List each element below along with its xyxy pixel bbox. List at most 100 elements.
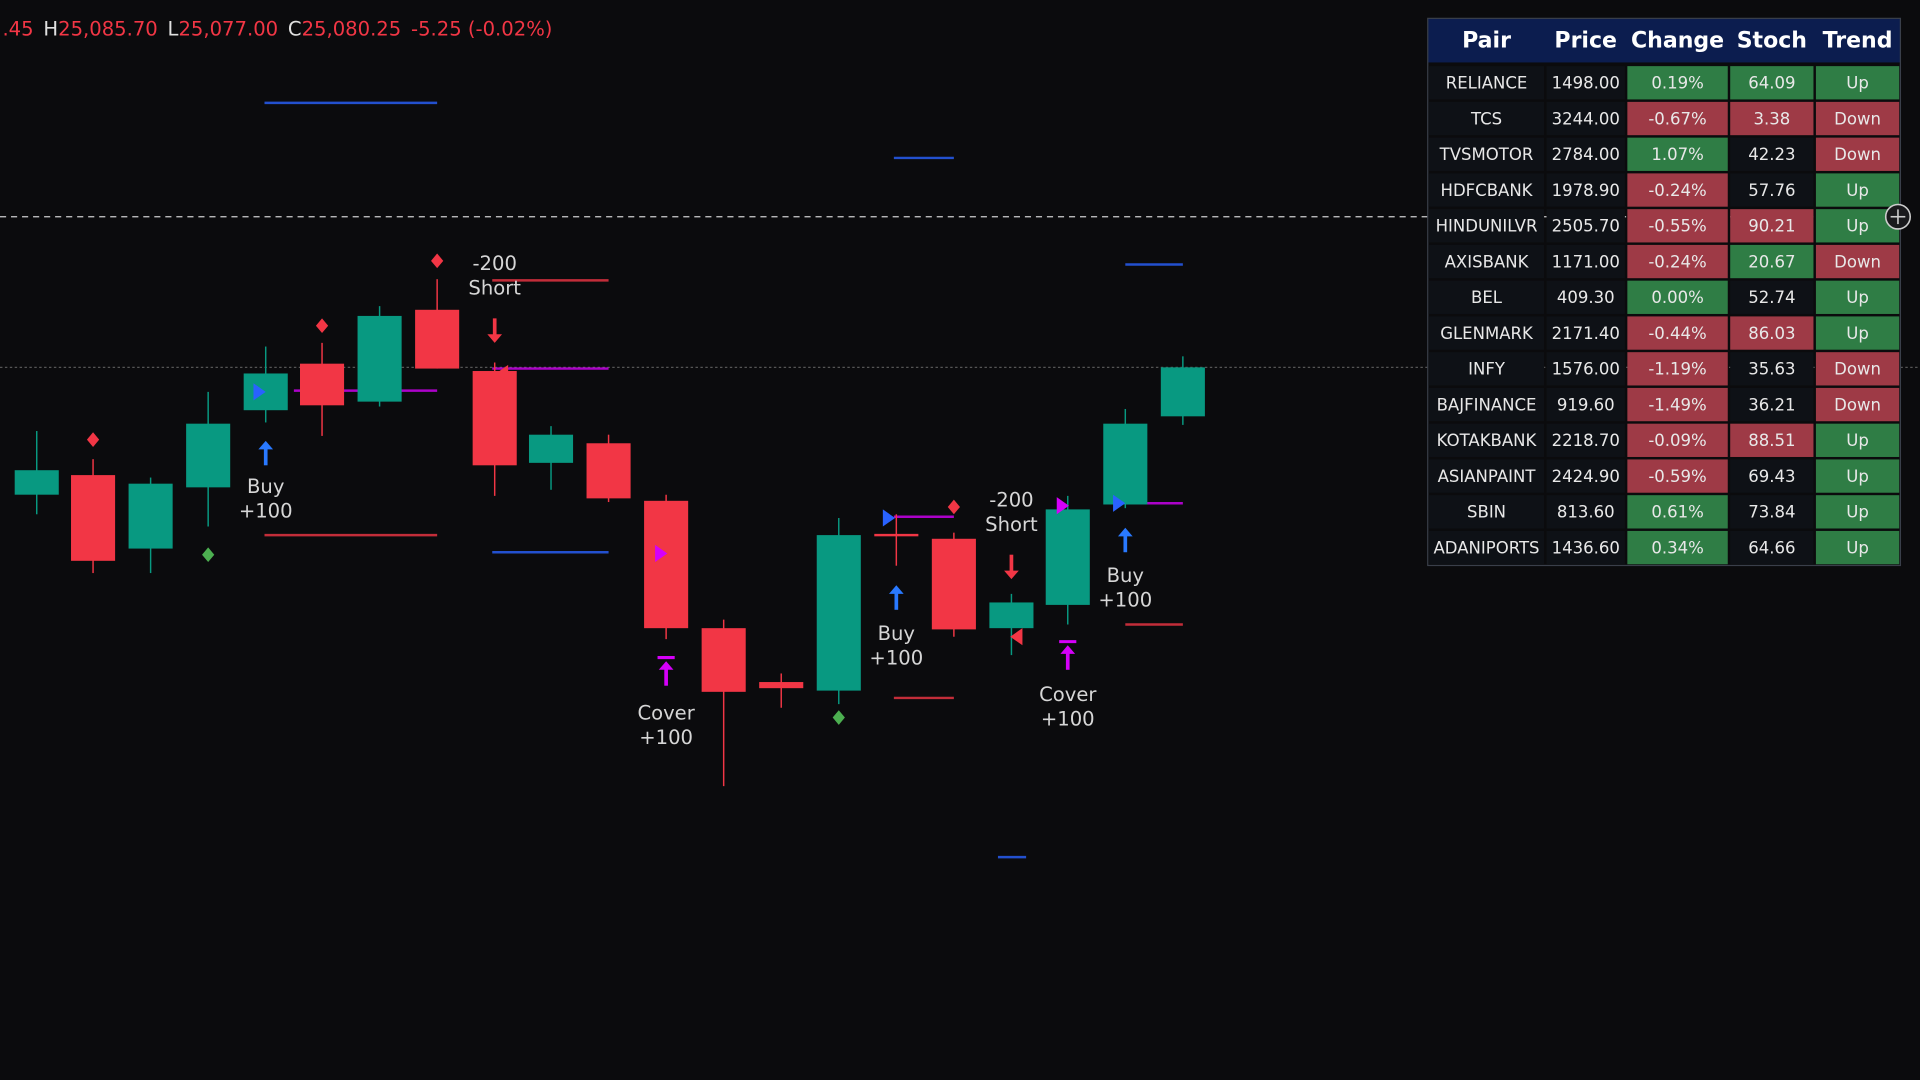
table-cell [1627,352,1728,386]
candle-body [71,475,116,561]
ohlc-value: 25,077.00 [178,17,278,40]
ohlc-change: -5.25 (-0.02%) [411,17,552,40]
table-cell [1627,209,1728,243]
table-cell [1627,530,1728,565]
cell-text: 1498.00 [1552,74,1620,93]
table-cell [1627,459,1728,493]
table-cell [1815,530,1900,565]
cell-text: 57.76 [1748,181,1795,200]
candle-body [528,434,574,463]
cell-text: 90.21 [1748,217,1795,236]
cell-text: Up [1846,181,1869,200]
cell-text: Up [1846,288,1869,307]
table-cell [1546,352,1625,386]
cell-text: 42.23 [1748,145,1795,164]
cell-text: 2505.70 [1552,217,1620,236]
cell-text: 64.66 [1748,538,1795,557]
signal-label: +100 [239,499,293,522]
table-cell [1730,495,1814,529]
table-cell [1815,316,1900,350]
table-cell [1546,137,1625,171]
table-cell [1730,423,1814,457]
table-cell [1428,387,1545,422]
table-cell [1428,209,1545,243]
cell-text: 69.43 [1748,467,1795,486]
table-cell [1627,387,1728,422]
table-cell [1428,66,1545,100]
cell-text: -1.49% [1648,395,1706,414]
signal-label: Buy [1107,564,1144,587]
table-cell [1627,137,1728,171]
screener-table: Pair Price Change Stoch Trend RELIANCE 1498.00… [1427,17,1902,567]
table-cell [1546,316,1625,350]
table-cell [1546,387,1625,422]
table-cell [1627,66,1728,100]
cell-text: 2424.90 [1552,467,1620,486]
signal-label: Buy [247,475,284,498]
cell-text: Down [1834,109,1881,128]
table-cell [1730,173,1814,207]
table-cell [1428,280,1545,314]
signal-label: Cover [637,701,695,724]
table-cell [1730,66,1814,100]
candle-body [357,315,402,402]
candle-body [128,483,173,549]
cell-text: 0.19% [1651,74,1703,93]
column-header: Price [1554,29,1617,54]
candles: Buy+100-200ShortCover+100Buy+100-200Shor… [14,101,1205,859]
table-cell [1730,530,1814,565]
table-cell [1730,459,1814,493]
candle-body [586,443,631,499]
candle-body [300,363,345,406]
cell-text: -0.09% [1648,431,1706,450]
signal-label: +100 [1098,589,1152,612]
cell-text: 0.34% [1651,538,1703,557]
table-cell [1815,137,1900,171]
table-cell [1730,244,1814,279]
cell-text: AXISBANK [1445,252,1530,271]
cell-text: INFY [1468,360,1506,379]
signal-label: Buy [878,622,915,645]
cell-text: 919.60 [1557,395,1615,414]
buy-arrow-head [888,585,904,594]
signal-label: Short [468,276,521,299]
table-cell [1428,101,1545,136]
table-cell [1730,316,1814,350]
cell-text: 1171.00 [1552,252,1620,271]
cell-text: -0.67% [1648,109,1706,128]
cell-text: RELIANCE [1446,74,1528,93]
cell-text: -0.59% [1648,467,1706,486]
table-cell [1815,66,1900,100]
candle-body [1045,509,1090,605]
ohlc-key: C [288,17,302,40]
add-button[interactable] [1884,203,1911,230]
ohlc-key: L [168,17,179,40]
cell-text: Down [1834,145,1881,164]
cell-text: ADANIPORTS [1433,538,1539,557]
ohlc-header: .45 H25,085.70 L25,077.00 C25,080.25 -5.25 (… [2,17,552,40]
cell-text: 2784.00 [1552,145,1620,164]
cell-text: Up [1846,74,1869,93]
candle-body [14,470,59,495]
cell-text: 3244.00 [1552,109,1620,128]
triangle-marker [253,383,266,401]
cell-text: 73.84 [1748,503,1795,522]
short-arrow-head [487,334,503,343]
cell-text: 0.61% [1651,503,1703,522]
triangle-marker [1113,494,1126,512]
cell-text: HDFCBANK [1441,181,1534,200]
triangle-marker [882,509,896,527]
cell-text: Up [1846,467,1869,486]
cell-text: 86.03 [1748,324,1795,343]
table-cell [1815,423,1900,457]
cell-text: Up [1846,538,1869,557]
cell-text: Up [1846,431,1869,450]
table-cell [1428,137,1545,171]
cell-text: Down [1834,360,1881,379]
ohlc-value: 25,080.25 [302,17,402,40]
cell-text: 813.60 [1557,503,1615,522]
table-cell [1730,387,1814,422]
candle-body [989,602,1034,629]
table-cell [1546,495,1625,529]
